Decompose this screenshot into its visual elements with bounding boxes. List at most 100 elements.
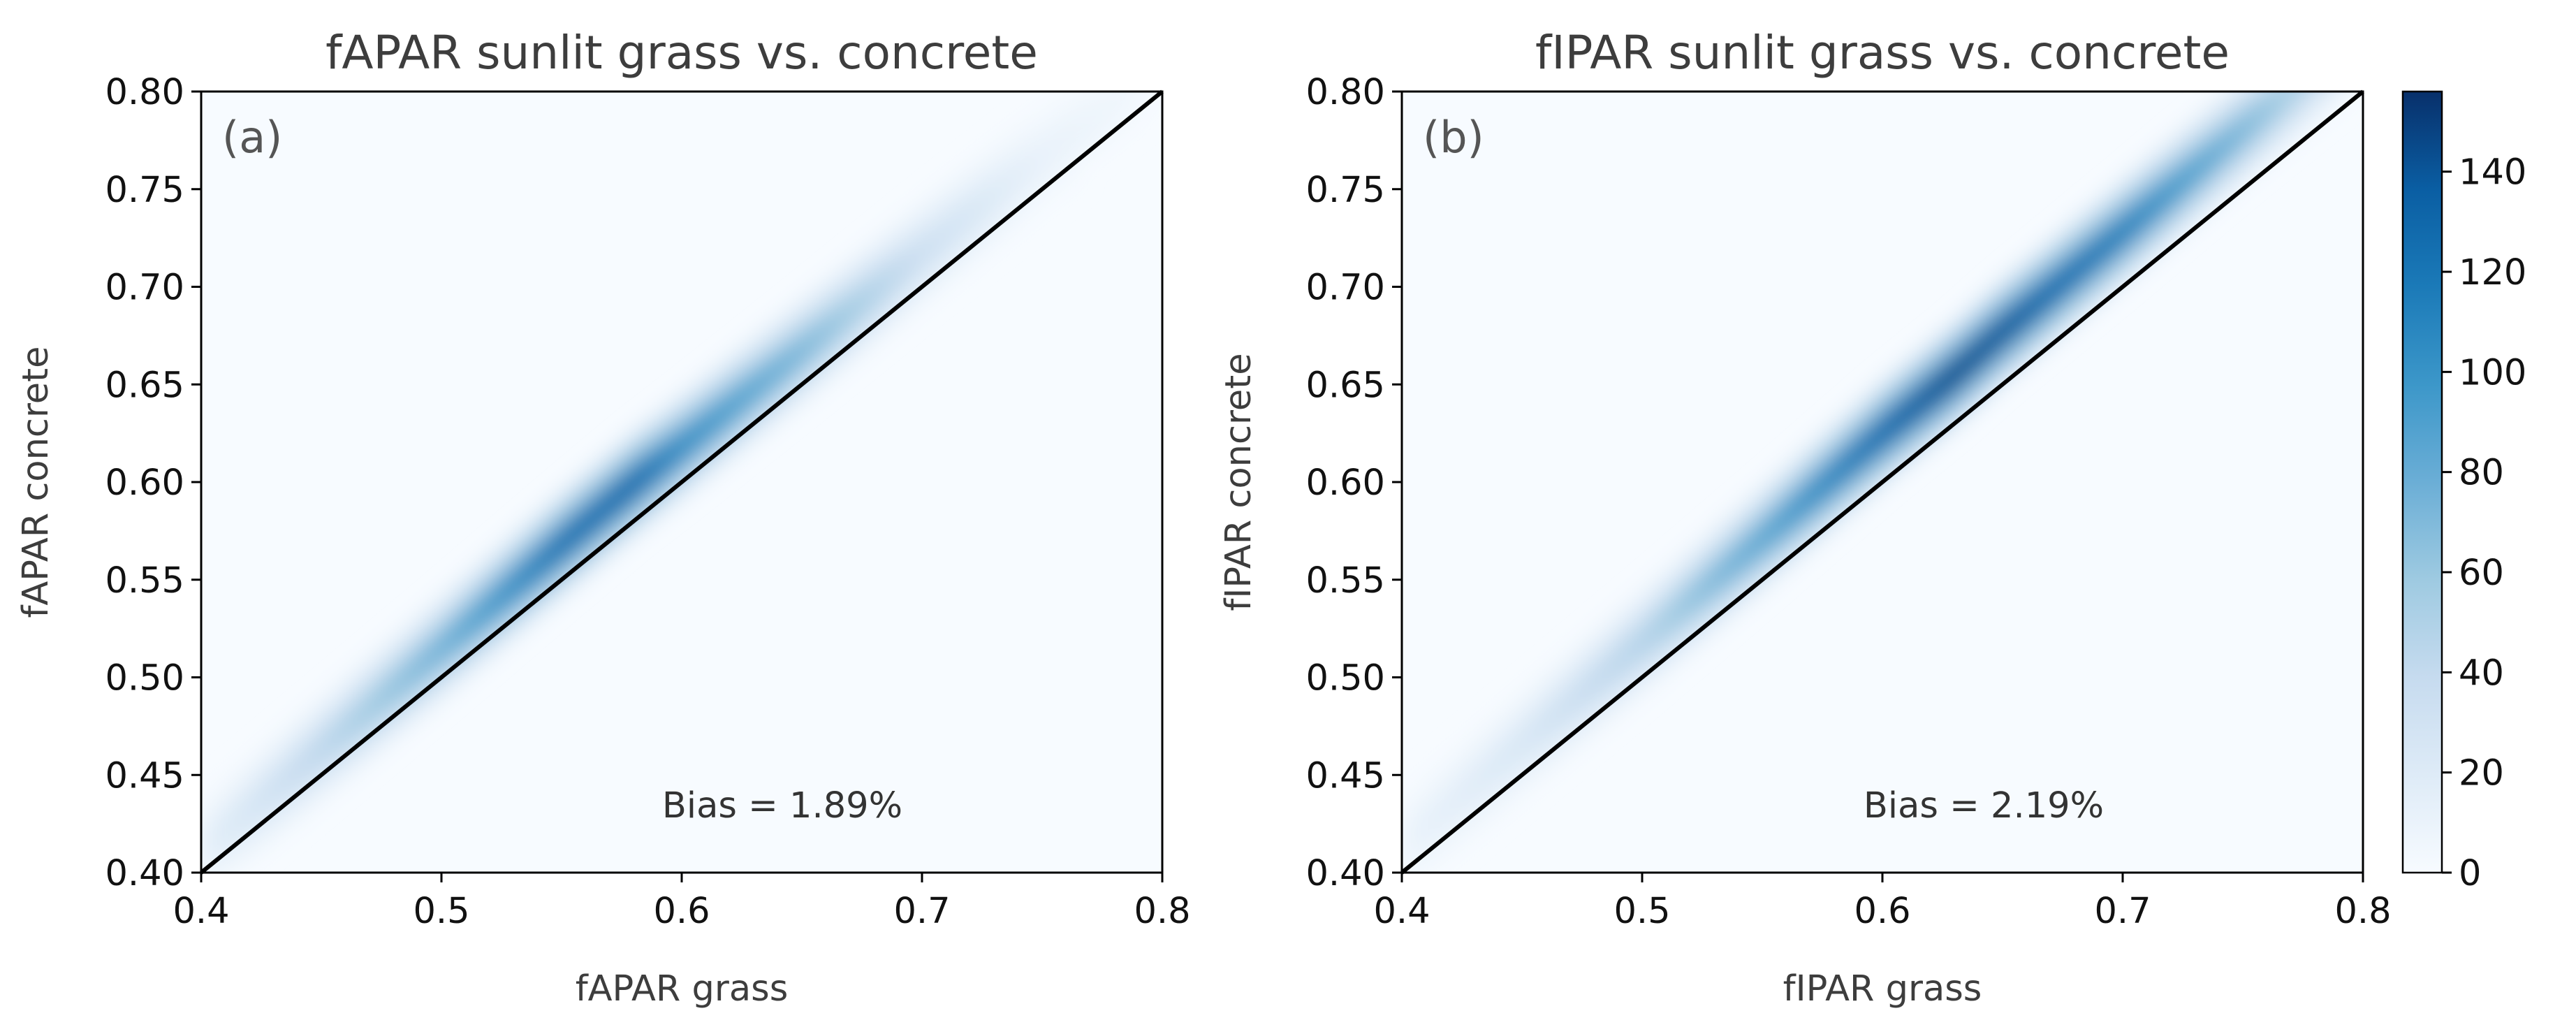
density-cell: [1148, 66, 1155, 89]
density-cell: [2343, 9, 2350, 85]
y-tick-label: 0.45: [1305, 755, 1385, 796]
density-cell: [2349, 24, 2356, 59]
panel-label-a: (a): [222, 112, 282, 163]
density-cell: [2329, 47, 2336, 70]
y-tick-label: 0.75: [105, 170, 184, 211]
x-tick-label: 0.8: [1134, 891, 1190, 932]
density-cell: [2328, 92, 2335, 97]
y-tick-label: 0.70: [105, 268, 184, 309]
y-tick-label: 0.55: [1305, 560, 1385, 602]
density-cell: [2315, 57, 2322, 80]
density-cell: [1148, 92, 1154, 96]
colorbar-frame: [2401, 90, 2443, 874]
colorbar-tick-label: 0: [2459, 853, 2481, 894]
y-tick-label: 0.40: [1305, 853, 1385, 894]
y-tick-label: 0.50: [105, 658, 184, 699]
y-tick-label: 0.45: [105, 755, 184, 796]
colorbar-tick-label: 120: [2459, 252, 2526, 293]
density-cell: [2307, 92, 2315, 102]
x-tick-label: 0.4: [1373, 891, 1430, 932]
y-tick-label: 0.40: [105, 853, 184, 894]
panel-b: fIPAR sunlit grass vs. concrete 0.4 0.5 0.…: [1218, 3, 2392, 1010]
colorbar-tick-label: 140: [2459, 152, 2526, 194]
y-axis-a: 0.40 0.45 0.50 0.55 0.60 0.65 0.70 0.75 0.80: [105, 72, 201, 894]
density-cell: [1134, 92, 1143, 105]
y-tick-label: 0.60: [1305, 463, 1385, 504]
density-cell: [2322, 38, 2329, 90]
panel-label-b: (b): [1423, 112, 1484, 163]
density-cell: [2294, 92, 2302, 105]
colorbar-gradient: [2403, 92, 2442, 873]
x-tick-label: 0.7: [2094, 891, 2151, 932]
bias-annotation-b: Bias = 2.19%: [1864, 785, 2104, 827]
density-cell: [2336, 27, 2343, 79]
density-cell: [2322, 46, 2329, 81]
y-axis-label-b: fIPAR concrete: [1218, 353, 1259, 611]
density-cell: [2329, 32, 2336, 85]
one-to-one-line-b: [1400, 89, 2364, 875]
density-cell: [2343, 21, 2350, 73]
y-tick-label: 0.55: [105, 560, 184, 602]
chart-title-a: fAPAR sunlit grass vs. concrete: [325, 26, 1038, 80]
one-to-one-line-a: [200, 89, 1164, 875]
density-cell: [2301, 92, 2308, 108]
colorbar-ticks: 0 20 40 60 80 100 120 140: [2442, 152, 2526, 894]
density-cell: [2308, 63, 2315, 86]
density-cell: [2342, 92, 2350, 101]
x-tick-label: 0.4: [173, 891, 229, 932]
chart-title-b: fIPAR sunlit grass vs. concrete: [1535, 26, 2230, 80]
colorbar: 0 20 40 60 80 100 120 140: [2401, 90, 2526, 894]
x-axis-b: 0.4 0.5 0.6 0.7 0.8: [1373, 873, 2392, 932]
density-cell: [2314, 92, 2322, 108]
colorbar-tick-label: 60: [2459, 553, 2504, 594]
y-tick-label: 0.70: [1305, 268, 1385, 309]
density-cell: [1155, 61, 1162, 84]
density-cell: [1141, 92, 1149, 110]
density-cell: [2294, 92, 2302, 125]
x-axis-a: 0.4 0.5 0.6 0.7 0.8: [173, 873, 1191, 932]
density-cell: [2329, 41, 2336, 75]
x-axis-label-b: fIPAR grass: [1783, 968, 1982, 1010]
density-cell: [2322, 52, 2329, 75]
density-cell: [2301, 92, 2308, 119]
y-axis-label-a: fAPAR concrete: [15, 346, 57, 618]
y-tick-label: 0.60: [105, 463, 184, 504]
density-cell: [2336, 41, 2343, 64]
x-tick-label: 0.6: [1854, 891, 1910, 932]
x-tick-label: 0.8: [2334, 891, 2391, 932]
x-tick-label: 0.5: [413, 891, 469, 932]
y-axis-b: 0.40 0.45 0.50 0.55 0.60 0.65 0.70 0.75 0.80: [1305, 72, 1402, 894]
density-cell: [2356, 18, 2363, 53]
colorbar-tick-label: 100: [2459, 352, 2526, 393]
bias-annotation-a: Bias = 1.89%: [662, 785, 902, 827]
density-cell: [2349, 3, 2356, 80]
density-cell: [1134, 92, 1143, 115]
density-cell: [2356, 24, 2363, 48]
panel-a: fAPAR sunlit grass vs. concrete 0.4 0.5 0.…: [15, 26, 1191, 1010]
density-cell: [2307, 92, 2310, 94]
density-cell: [2336, 15, 2343, 91]
density-cell: [2356, 10, 2363, 62]
y-tick-label: 0.50: [1305, 658, 1385, 699]
x-axis-label-a: fAPAR grass: [576, 968, 789, 1010]
y-tick-label: 0.80: [105, 72, 184, 113]
density-cell: [1155, 55, 1162, 89]
density-band-a: [201, 55, 1162, 873]
x-tick-label: 0.6: [653, 891, 710, 932]
density-cell: [2349, 30, 2356, 53]
y-tick-label: 0.65: [1305, 365, 1385, 406]
y-tick-label: 0.65: [105, 365, 184, 406]
density-cell: [2343, 36, 2350, 59]
density-cell: [2336, 35, 2343, 70]
density-cell: [2314, 92, 2320, 96]
y-tick-label: 0.75: [1305, 170, 1385, 211]
density-cell: [2301, 92, 2303, 93]
x-tick-label: 0.7: [893, 891, 950, 932]
density-cell: [2343, 29, 2350, 64]
density-cell: [2349, 15, 2356, 68]
density-band-b: [1402, 3, 2363, 873]
density-cell: [2348, 92, 2355, 96]
colorbar-tick-label: 40: [2459, 653, 2504, 694]
density-cell: [2315, 52, 2322, 87]
